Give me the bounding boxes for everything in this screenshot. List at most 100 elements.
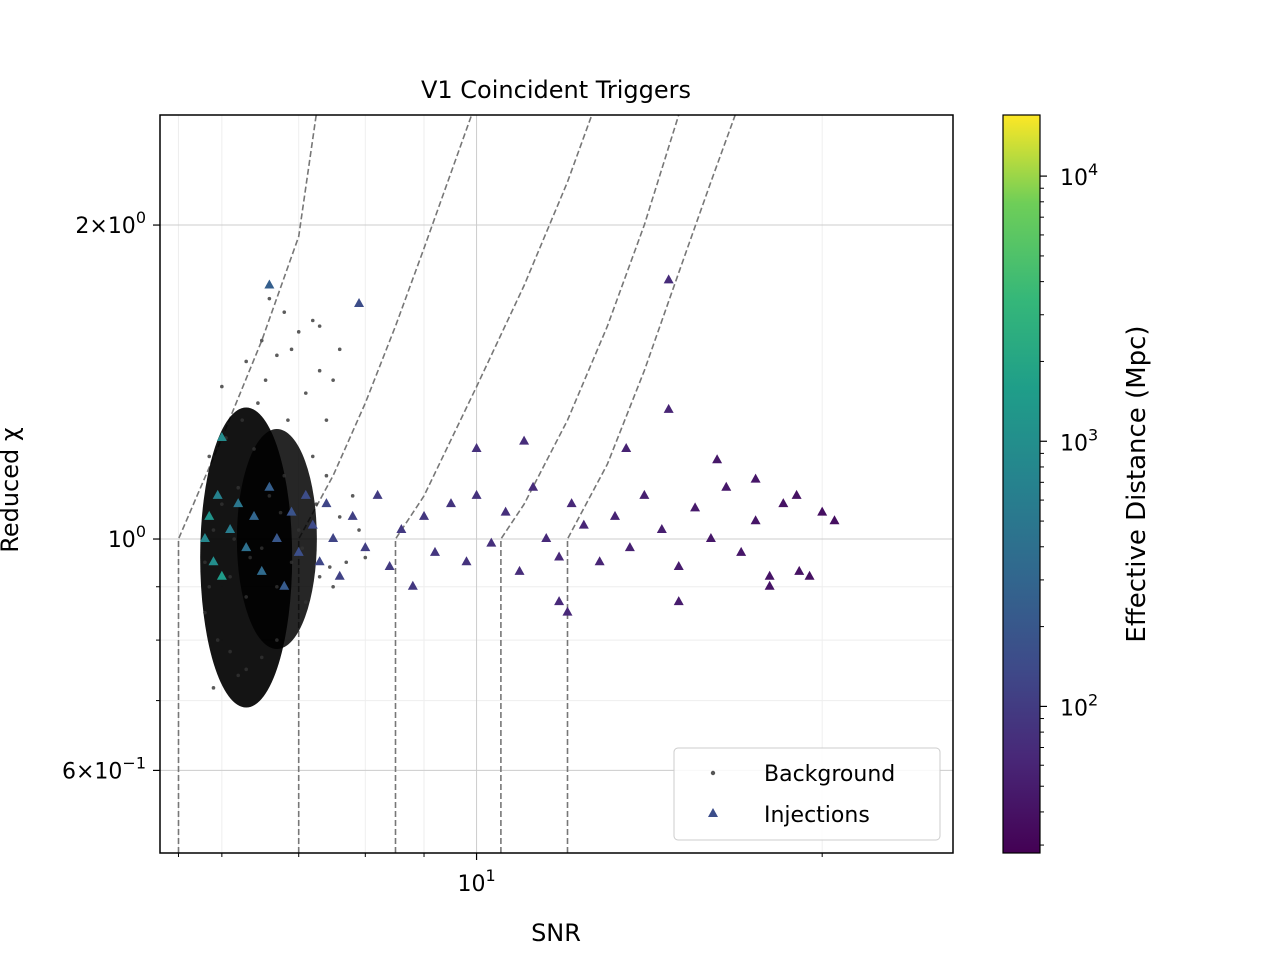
injection-point [271, 533, 282, 543]
injection-point [656, 524, 667, 534]
background-point [232, 537, 236, 541]
background-point [337, 347, 342, 352]
injection-point [407, 580, 418, 590]
threshold-contour [394, 115, 593, 853]
injection-point [721, 481, 732, 491]
injection-point [372, 489, 383, 499]
background-point [357, 528, 361, 532]
injection-point [445, 498, 456, 508]
background-point [220, 502, 224, 506]
injection-point [624, 542, 635, 552]
background-point [259, 338, 264, 343]
background-point [203, 560, 207, 565]
background-point [289, 347, 294, 352]
colorbar-label: Effective Distance (Mpc) [1122, 325, 1152, 642]
background-point [324, 473, 329, 478]
background-point [282, 310, 287, 314]
legend-box [673, 747, 941, 841]
legend-marker-background [710, 770, 716, 776]
injection-point [764, 580, 775, 590]
injections-series [199, 274, 840, 616]
background-point [275, 584, 279, 589]
injection-point [241, 542, 252, 552]
background-point [317, 368, 322, 373]
colorbar-tick-label: 104 [1060, 160, 1098, 191]
background-point [300, 546, 305, 550]
injection-point [778, 498, 789, 508]
background-point [363, 555, 368, 560]
injection-point [212, 489, 223, 499]
background-point [259, 655, 264, 660]
y-tick-label: 100 [108, 522, 146, 553]
injection-point [354, 298, 365, 308]
injection-point [500, 506, 511, 516]
injection-point [279, 580, 290, 590]
y-axis-label: Reduced χ [0, 427, 24, 553]
injection-point [673, 561, 684, 571]
legend-marker-injections [708, 808, 718, 817]
injection-point [216, 431, 227, 441]
background-series [200, 296, 368, 708]
injection-point [471, 442, 482, 452]
injection-point [817, 506, 828, 516]
injection-point [519, 435, 530, 445]
injection-point [249, 510, 260, 520]
background-point [211, 528, 216, 532]
injection-point [384, 561, 395, 571]
background-point [244, 359, 248, 364]
injection-point [514, 565, 525, 575]
background-point [263, 378, 268, 382]
injection-point [471, 489, 482, 499]
injection-point [609, 510, 620, 520]
injection-point [293, 546, 304, 556]
background-point [331, 378, 335, 382]
injection-point [690, 502, 701, 512]
background-point [244, 595, 248, 599]
colorbar-tick-label: 102 [1060, 690, 1098, 721]
background-point [267, 494, 272, 498]
injection-point [328, 533, 339, 543]
injection-point [804, 570, 815, 580]
background-point [275, 353, 279, 358]
colorbar-ticks: 102 103 104 [1040, 160, 1098, 846]
background-point [310, 454, 315, 459]
injection-point [639, 489, 650, 499]
injection-point [736, 546, 747, 556]
injection-point [264, 279, 275, 289]
injection-point [764, 570, 775, 580]
injection-point [594, 556, 605, 566]
background-point [331, 584, 335, 589]
background-point [220, 384, 224, 389]
injection-point [673, 596, 684, 606]
colorbar-gradient [1002, 114, 1041, 854]
y-tick-label: 2×100 [75, 208, 146, 239]
threshold-contour [177, 115, 317, 853]
injection-point [750, 473, 761, 483]
background-point [244, 667, 248, 672]
background-point [248, 555, 252, 560]
injection-point [621, 442, 632, 452]
background-point [240, 418, 245, 422]
background-point [267, 296, 272, 301]
background-point [207, 454, 212, 459]
legend: Background Injections [673, 747, 941, 841]
background-point [252, 447, 256, 451]
background-point [203, 610, 207, 615]
injection-point [233, 498, 244, 508]
injection-point [554, 551, 565, 561]
injection-point [321, 498, 332, 508]
injection-point [419, 510, 430, 520]
threshold-contours [177, 115, 736, 853]
background-point [275, 638, 279, 642]
injection-point [204, 510, 215, 520]
x-tick-label: 101 [457, 866, 495, 897]
injection-point [829, 515, 840, 525]
injection-point [264, 481, 275, 491]
background-point [317, 324, 322, 328]
injection-point [750, 515, 761, 525]
injection-point [566, 498, 577, 508]
injection-point [347, 510, 358, 520]
injection-point [286, 506, 297, 516]
injection-point [562, 606, 573, 616]
